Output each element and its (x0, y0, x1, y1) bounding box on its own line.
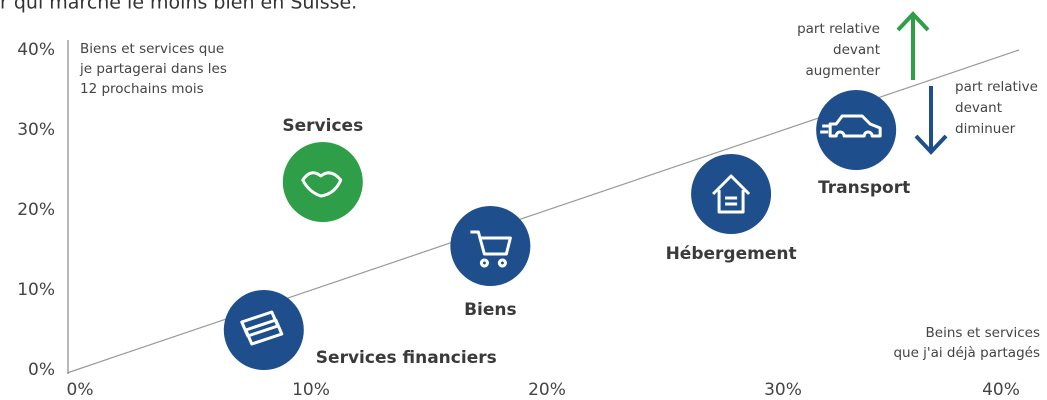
y-tick-label: 10% (17, 280, 55, 300)
y-axis-label: Biens et services que (80, 41, 224, 57)
x-tick-label: 0% (67, 380, 94, 400)
x-tick-label: 20% (528, 380, 566, 400)
up-arrow (896, 11, 930, 80)
annotation: part relative (955, 79, 1038, 95)
point-label: Services financiers (316, 348, 497, 368)
y-axis-label: 12 prochains mois (80, 81, 204, 97)
x-axis-label: que j'ai déjà partagés (893, 345, 1040, 361)
y-axis-label: je partagerai dans les (79, 61, 227, 77)
point-icon (240, 310, 284, 346)
point-label: Transport (818, 178, 910, 198)
point-label: Services (282, 116, 363, 136)
point (450, 206, 531, 286)
annotation: devant (955, 100, 1002, 116)
point-label: Biens (464, 300, 517, 320)
down-arrow (914, 86, 948, 155)
annotation: part relative (797, 21, 880, 37)
annotation: augmenter (805, 63, 880, 79)
chart-title: r qui marche le moins bien en Suisse. (0, 0, 357, 14)
x-tick-label: 40% (982, 380, 1020, 400)
point (282, 142, 363, 222)
x-axis-label: Beins et services (926, 325, 1040, 341)
x-tick-label: 30% (764, 380, 802, 400)
annotation: devant (833, 42, 880, 58)
annotation: diminuer (955, 121, 1016, 137)
y-tick-label: 40% (17, 40, 55, 60)
point-icon (301, 171, 343, 198)
y-tick-label: 20% (17, 200, 55, 220)
point-icon (470, 230, 512, 268)
point-label: Hébergement (666, 244, 797, 264)
point-icon (712, 174, 751, 214)
x-tick-label: 10% (292, 380, 330, 400)
y-tick-label: 30% (17, 120, 55, 140)
y-tick-label: 0% (28, 360, 55, 380)
point-icon (820, 114, 882, 138)
point (691, 154, 772, 234)
point (816, 90, 897, 170)
